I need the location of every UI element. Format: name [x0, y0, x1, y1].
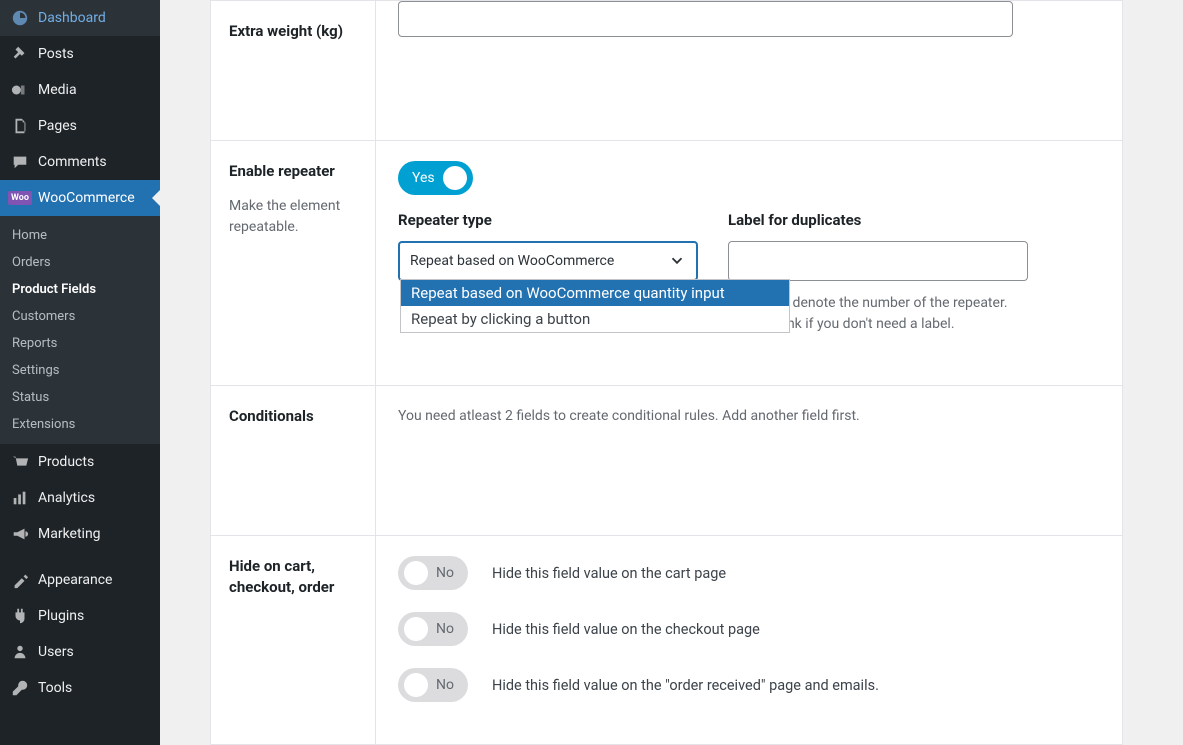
submenu-home[interactable]: Home	[0, 222, 160, 249]
extra-weight-title: Extra weight (kg)	[229, 21, 357, 42]
toggle-knob	[404, 673, 428, 697]
conditionals-row: Conditionals You need atleast 2 fields t…	[211, 386, 1122, 536]
users-icon	[10, 642, 30, 662]
menu-products[interactable]: Products	[0, 444, 160, 480]
menu-label: Marketing	[38, 526, 101, 542]
submenu-customers[interactable]: Customers	[0, 303, 160, 330]
menu-label: WooCommerce	[38, 190, 135, 206]
woocommerce-icon: Woo	[10, 188, 30, 208]
admin-sidebar: Dashboard Posts Media Pages Comments Woo…	[0, 0, 160, 745]
menu-plugins[interactable]: Plugins	[0, 598, 160, 634]
toggle-knob	[404, 617, 428, 641]
submenu-settings[interactable]: Settings	[0, 357, 160, 384]
submenu-orders[interactable]: Orders	[0, 249, 160, 276]
media-icon	[10, 80, 30, 100]
menu-label: Dashboard	[38, 10, 106, 26]
hide-checkout-label: Hide this field value on the checkout pa…	[492, 621, 760, 638]
menu-analytics[interactable]: Analytics	[0, 480, 160, 516]
menu-label: Posts	[38, 46, 74, 62]
repeater-type-select[interactable]: Repeat based on WooCommerce Repeat based…	[398, 241, 698, 281]
hide-row: Hide on cart, checkout, order No Hide th…	[211, 536, 1122, 744]
toggle-no-label: No	[436, 621, 454, 637]
tools-icon	[10, 678, 30, 698]
menu-label: Appearance	[38, 572, 112, 588]
menu-label: Users	[38, 644, 74, 660]
menu-appearance[interactable]: Appearance	[0, 562, 160, 598]
enable-repeater-title: Enable repeater	[229, 161, 357, 182]
toggle-no-label: No	[436, 565, 454, 581]
toggle-knob	[443, 166, 467, 190]
marketing-icon	[10, 524, 30, 544]
submenu-product-fields[interactable]: Product Fields	[0, 276, 160, 303]
chevron-down-icon	[668, 252, 686, 270]
products-icon	[10, 452, 30, 472]
enable-repeater-subtitle: Make the element repeatable.	[229, 196, 357, 238]
pages-icon	[10, 116, 30, 136]
repeater-type-label: Repeater type	[398, 211, 698, 229]
dashboard-icon	[10, 8, 30, 28]
toggle-yes-label: Yes	[412, 170, 435, 186]
comments-icon	[10, 152, 30, 172]
menu-tools[interactable]: Tools	[0, 670, 160, 706]
hide-order-toggle[interactable]: No	[398, 668, 468, 702]
menu-comments[interactable]: Comments	[0, 144, 160, 180]
menu-label: Tools	[38, 680, 72, 696]
menu-users[interactable]: Users	[0, 634, 160, 670]
menu-woocommerce[interactable]: Woo WooCommerce	[0, 180, 160, 216]
hide-title: Hide on cart, checkout, order	[229, 556, 357, 598]
menu-label: Comments	[38, 154, 107, 170]
hide-order-label: Hide this field value on the "order rece…	[492, 677, 879, 694]
extra-weight-row: Extra weight (kg)	[211, 1, 1122, 141]
toggle-no-label: No	[436, 677, 454, 693]
submenu-extensions[interactable]: Extensions	[0, 411, 160, 438]
extra-weight-input[interactable]	[398, 1, 1013, 37]
settings-panel: Extra weight (kg) Enable repeater Make t…	[210, 0, 1123, 745]
select-value: Repeat based on WooCommerce	[410, 253, 614, 269]
menu-posts[interactable]: Posts	[0, 36, 160, 72]
plugins-icon	[10, 606, 30, 626]
label-duplicates-input[interactable]	[728, 241, 1028, 281]
menu-label: Pages	[38, 118, 77, 134]
submenu-status[interactable]: Status	[0, 384, 160, 411]
analytics-icon	[10, 488, 30, 508]
conditionals-title: Conditionals	[229, 406, 357, 427]
menu-media[interactable]: Media	[0, 72, 160, 108]
label-duplicates-label: Label for duplicates	[728, 211, 1028, 229]
hide-cart-toggle[interactable]: No	[398, 556, 468, 590]
menu-label: Plugins	[38, 608, 84, 624]
menu-label: Products	[38, 454, 94, 470]
hide-cart-label: Hide this field value on the cart page	[492, 565, 726, 582]
menu-label: Media	[38, 82, 77, 98]
menu-label: Analytics	[38, 490, 95, 506]
enable-repeater-toggle[interactable]: Yes	[398, 161, 473, 195]
menu-marketing[interactable]: Marketing	[0, 516, 160, 552]
submenu-reports[interactable]: Reports	[0, 330, 160, 357]
woocommerce-submenu: Home Orders Product Fields Customers Rep…	[0, 216, 160, 444]
conditionals-text: You need atleast 2 fields to create cond…	[398, 406, 1100, 427]
menu-pages[interactable]: Pages	[0, 108, 160, 144]
pin-icon	[10, 44, 30, 64]
toggle-knob	[404, 561, 428, 585]
content-area: Extra weight (kg) Enable repeater Make t…	[160, 0, 1183, 745]
repeater-type-dropdown: Repeat based on WooCommerce quantity inp…	[400, 279, 790, 333]
menu-dashboard[interactable]: Dashboard	[0, 0, 160, 36]
enable-repeater-row: Enable repeater Make the element repeata…	[211, 141, 1122, 386]
dropdown-option-quantity[interactable]: Repeat based on WooCommerce quantity inp…	[401, 280, 789, 306]
appearance-icon	[10, 570, 30, 590]
hide-checkout-toggle[interactable]: No	[398, 612, 468, 646]
dropdown-option-button[interactable]: Repeat by clicking a button	[401, 306, 789, 332]
